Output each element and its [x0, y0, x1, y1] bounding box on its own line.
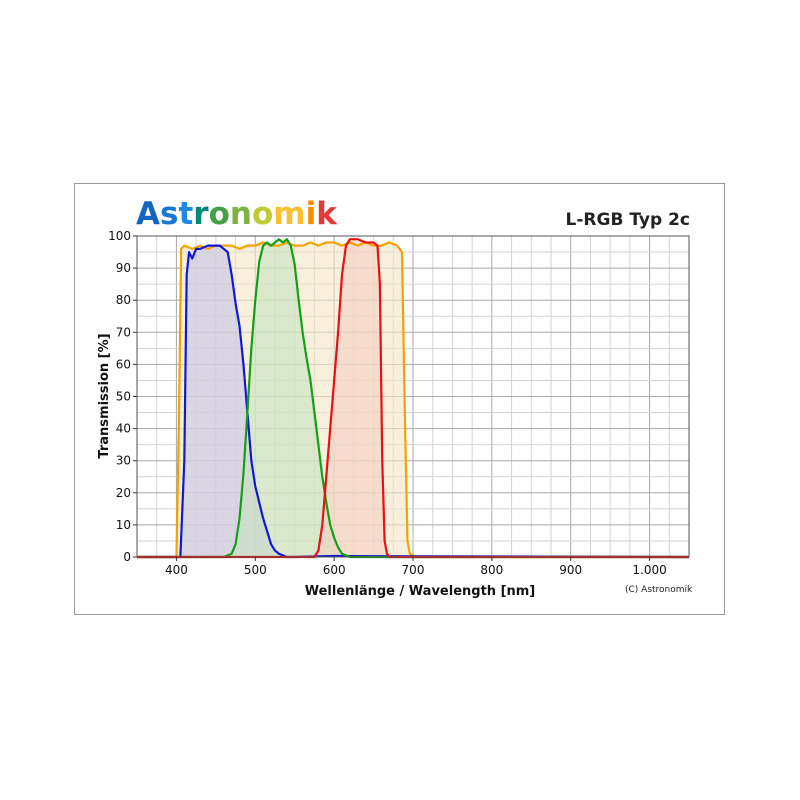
y-tick-label: 50 [116, 390, 131, 404]
x-tick-label: 900 [559, 563, 582, 577]
logo-letter: i [305, 196, 317, 232]
series-line-r [137, 238, 689, 559]
logo-letter: t [178, 196, 194, 232]
x-tick-label: 700 [402, 563, 425, 577]
series-line-b [137, 244, 690, 559]
series-area-b [180, 245, 287, 557]
y-tick-label: 20 [116, 486, 131, 500]
x-tick-label: 600 [323, 563, 346, 577]
product-title: L-RGB Typ 2c [565, 210, 690, 230]
series-line-g [137, 238, 689, 559]
copyright-notice: (C) Astronomik [625, 585, 693, 595]
astronomik-logo: Astronomik [136, 194, 337, 234]
y-tick-label: 40 [116, 422, 131, 436]
logo-letter: A [136, 196, 160, 232]
x-tick-label: 500 [244, 563, 267, 577]
x-tick-label: 400 [165, 563, 188, 577]
y-tick-label: 90 [116, 261, 131, 275]
y-tick-label: 10 [116, 518, 131, 532]
y-tick-label: 100 [108, 229, 131, 243]
logo-letter: o [251, 196, 274, 232]
y-tick-label: 80 [116, 293, 131, 307]
y-tick-label: 0 [123, 550, 131, 564]
x-tick-label: 1.000 [632, 563, 666, 577]
x-tick-label: 800 [480, 563, 503, 577]
logo-letter: r [193, 196, 209, 232]
x-axis-title: Wellenlänge / Wavelength [nm] [305, 584, 536, 599]
logo-letter: k [316, 196, 337, 232]
y-tick-label: 30 [116, 454, 131, 468]
logo-letter: n [229, 196, 252, 232]
y-tick-label: 60 [116, 357, 131, 371]
y-axis-title: Transmission [%] [97, 333, 112, 458]
series-area-g [137, 239, 689, 557]
logo-letter: o [208, 196, 230, 232]
logo-letter: m [273, 196, 306, 232]
logo-letter: s [160, 196, 179, 232]
y-tick-label: 70 [116, 325, 131, 339]
